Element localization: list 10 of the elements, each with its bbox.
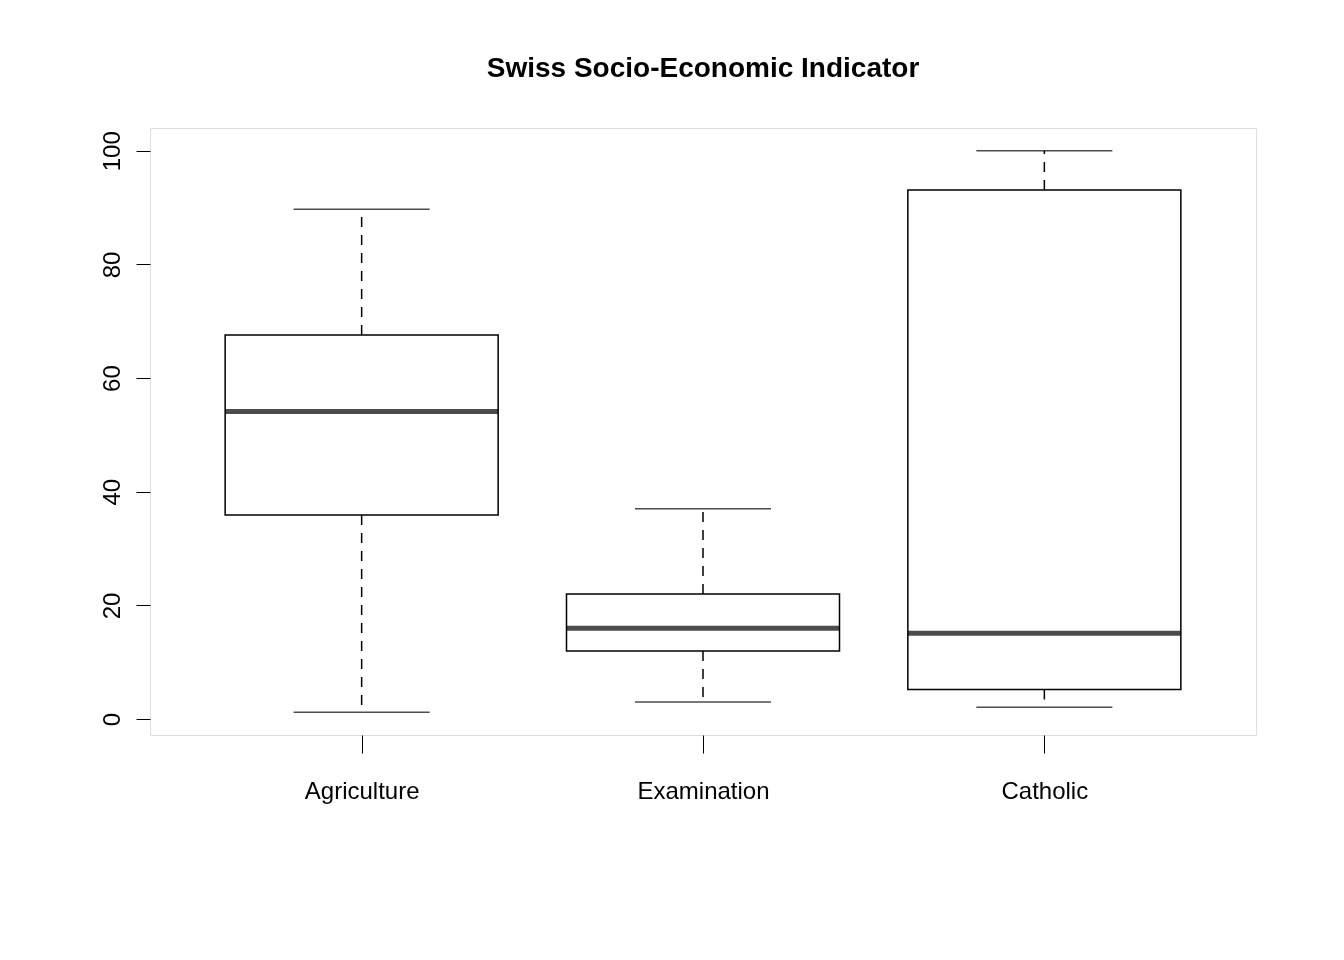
y-tick-label: 40 xyxy=(97,478,125,506)
y-tick-label: 0 xyxy=(97,712,125,727)
x-tick-label: Examination xyxy=(637,776,770,804)
x-tick-label: Agriculture xyxy=(304,776,420,804)
y-tick-label: 60 xyxy=(97,365,125,392)
y-tick-label: 20 xyxy=(97,592,125,620)
y-tick-label: 100 xyxy=(97,131,125,172)
y-tick-label: 80 xyxy=(97,251,125,279)
x-tick-label: Catholic xyxy=(1001,776,1089,804)
chart-title: Swiss Socio-Economic Indicator xyxy=(486,52,920,83)
